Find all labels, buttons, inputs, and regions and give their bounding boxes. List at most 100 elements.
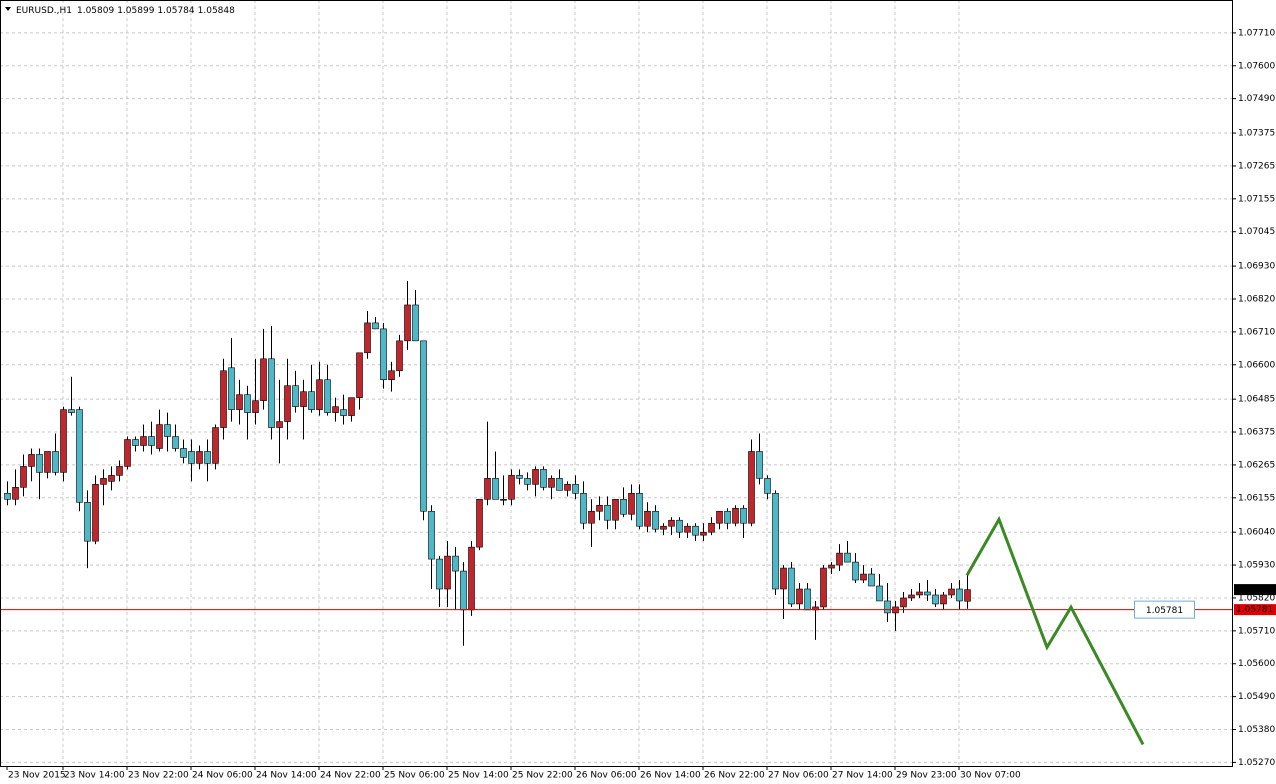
chart-title: EURUSD.,H1: [16, 6, 72, 16]
current-price-box: [1234, 584, 1276, 596]
candle-body: [476, 499, 483, 548]
candle-body: [244, 394, 251, 413]
y-tick-label: 1.07375: [1238, 129, 1275, 139]
candle-body: [180, 448, 187, 458]
candle-body: [772, 493, 779, 590]
candle-body: [764, 478, 771, 494]
x-tick-label: 26 Nov 06:00: [576, 771, 637, 781]
candle-body: [732, 507, 739, 524]
candle-body: [636, 493, 643, 527]
candle-body: [540, 469, 547, 488]
x-tick-label: 24 Nov 14:00: [256, 771, 317, 781]
header-open: 1.05809: [77, 6, 114, 16]
candle-body: [580, 493, 587, 524]
candle-body: [588, 510, 595, 524]
x-tick-label: 23 Nov 14:00: [64, 771, 125, 781]
candle-body: [748, 451, 755, 524]
candle-body: [804, 588, 811, 611]
candle-body: [564, 484, 571, 491]
candle-body: [268, 358, 275, 428]
candle-body: [692, 525, 699, 536]
candle-body: [628, 493, 635, 515]
candle-body: [516, 475, 523, 479]
x-tick-label: 25 Nov 06:00: [384, 771, 445, 781]
candle-body: [652, 510, 659, 530]
candle-body: [356, 352, 363, 398]
candle-body: [44, 451, 51, 473]
x-tick-label: 26 Nov 22:00: [704, 771, 765, 781]
x-tick-label: 30 Nov 07:00: [960, 771, 1021, 781]
candle-body: [852, 561, 859, 581]
candle-body: [372, 322, 379, 330]
candle-body: [116, 466, 123, 476]
candle-body: [60, 409, 67, 473]
candle-body: [820, 567, 827, 608]
header-low: 1.05784: [157, 6, 194, 16]
candle-body: [676, 519, 683, 533]
candle-body: [620, 499, 627, 515]
candle-body: [492, 478, 499, 500]
x-tick-label: 23 Nov 2015: [8, 771, 66, 781]
y-tick-label: 1.07710: [1238, 28, 1275, 38]
candle-body: [260, 358, 267, 401]
y-tick-label: 1.07490: [1238, 94, 1275, 104]
candle-body: [68, 409, 75, 413]
candle-body: [532, 469, 539, 485]
candle-body: [292, 385, 299, 407]
y-tick-label: 1.06040: [1238, 528, 1275, 538]
candle-body: [916, 591, 923, 596]
candle-body: [52, 451, 59, 473]
x-tick-label: 27 Nov 06:00: [768, 771, 829, 781]
candle-body: [964, 589, 971, 602]
candle-body: [796, 588, 803, 605]
menu-arrow[interactable]: [5, 7, 11, 11]
header-high: 1.05899: [117, 6, 154, 16]
candle-body: [556, 478, 563, 491]
candle-body: [836, 552, 843, 566]
candle-body: [364, 322, 371, 354]
y-tick-label: 1.06930: [1238, 262, 1275, 272]
candle-body: [20, 466, 27, 488]
candle-body: [828, 564, 835, 569]
candle-body: [860, 573, 867, 581]
candle-body: [340, 409, 347, 416]
candle-body: [420, 340, 427, 512]
candle-body: [932, 594, 939, 605]
level-price-box: [1234, 604, 1276, 616]
candle-body: [428, 510, 435, 560]
y-tick-label: 1.07265: [1238, 161, 1275, 171]
candle-body: [724, 510, 731, 524]
candle-body: [644, 510, 651, 527]
candle-body: [668, 519, 675, 527]
candle-body: [172, 436, 179, 449]
candle-body: [780, 567, 787, 590]
current-price-label: 1.05848: [1236, 585, 1273, 595]
candle-body: [884, 600, 891, 614]
candle-body: [940, 594, 947, 605]
candle-body: [84, 501, 91, 542]
candle-body: [484, 478, 491, 500]
candle-body: [604, 504, 611, 521]
candle-body: [12, 487, 19, 500]
candle-body: [316, 379, 323, 410]
candle-body: [876, 585, 883, 602]
candle-body: [444, 555, 451, 590]
candle-body: [236, 394, 243, 410]
candle-body: [324, 379, 331, 413]
candle-body: [300, 391, 307, 407]
y-tick-label: 1.06155: [1238, 493, 1275, 503]
candle-body: [140, 436, 147, 446]
y-tick-label: 1.06485: [1238, 395, 1275, 405]
candle-body: [740, 507, 747, 524]
candle-body: [108, 475, 115, 482]
level-annotation: 1.05781: [1146, 606, 1183, 616]
candle-body: [36, 454, 43, 473]
candle-body: [500, 499, 507, 501]
candle-body: [956, 588, 963, 602]
candle-body: [188, 451, 195, 464]
candle-body: [948, 588, 955, 596]
candle-body: [684, 525, 691, 533]
x-tick-label: 29 Nov 23:00: [896, 771, 957, 781]
y-tick-label: 1.06265: [1238, 460, 1275, 470]
